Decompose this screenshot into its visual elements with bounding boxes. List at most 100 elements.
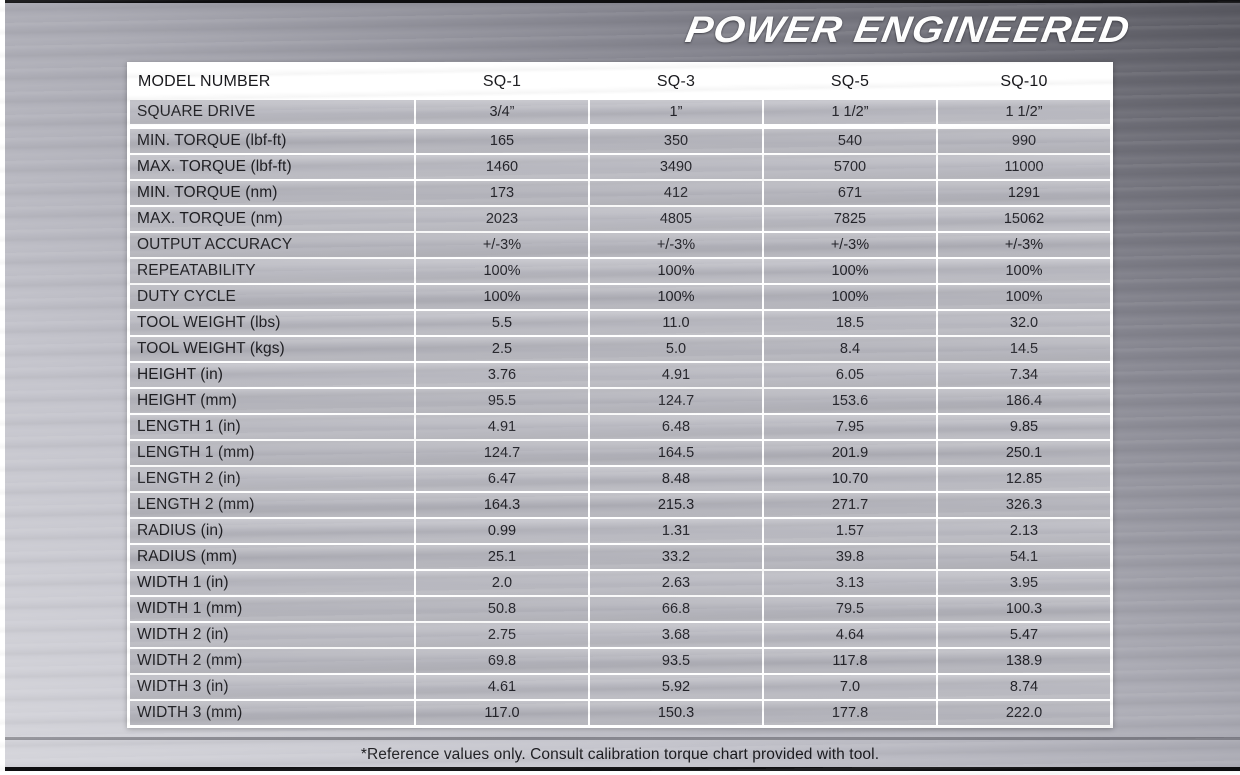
spec-row-label: HEIGHT (in) — [130, 363, 414, 387]
spec-value-cell: 2.0 — [416, 571, 588, 595]
spec-value-cell: 100.3 — [938, 597, 1110, 621]
spec-value-cell: 177.8 — [764, 701, 936, 725]
spec-row-label: LENGTH 2 (in) — [130, 467, 414, 491]
spec-value-cell: 164.5 — [590, 441, 762, 465]
spec-row: MIN. TORQUE (lbf-ft) 165 350 540 990 — [130, 129, 1110, 153]
spec-value-cell: 100% — [590, 285, 762, 309]
table-body: SQUARE DRIVE 3/4” 1” 1 1/2” 1 1/2” MIN. TORQU… — [130, 100, 1110, 725]
spec-value-cell: 7.34 — [938, 363, 1110, 387]
spec-row: TOOL WEIGHT (lbs) 5.5 11.0 18.5 32.0 — [130, 311, 1110, 335]
spec-value-cell: 15062 — [938, 207, 1110, 231]
spec-row: LENGTH 2 (in) 6.47 8.48 10.70 12.85 — [130, 467, 1110, 491]
spec-value-cell: 3.68 — [590, 623, 762, 647]
spec-row-label: SQUARE DRIVE — [130, 100, 414, 124]
spec-value-cell: 5.92 — [590, 675, 762, 699]
spec-value-cell: 1” — [590, 100, 762, 124]
spec-value-cell: 4.91 — [590, 363, 762, 387]
spec-value-cell: +/-3% — [590, 233, 762, 257]
spec-value-cell: 32.0 — [938, 311, 1110, 335]
spec-row: TOOL WEIGHT (kgs) 2.5 5.0 8.4 14.5 — [130, 337, 1110, 361]
spec-value-cell: 100% — [764, 285, 936, 309]
spec-value-cell: 100% — [764, 259, 936, 283]
spec-value-cell: 250.1 — [938, 441, 1110, 465]
spec-row-label: MAX. TORQUE (nm) — [130, 207, 414, 231]
spec-value-cell: 4.64 — [764, 623, 936, 647]
spec-value-cell: 100% — [416, 285, 588, 309]
spec-row-label: WIDTH 2 (in) — [130, 623, 414, 647]
spec-value-cell: 671 — [764, 181, 936, 205]
spec-value-cell: 124.7 — [590, 389, 762, 413]
spec-value-cell: 1.31 — [590, 519, 762, 543]
spec-value-cell: 1291 — [938, 181, 1110, 205]
spec-row-label: REPEATABILITY — [130, 259, 414, 283]
spec-value-cell: 5.47 — [938, 623, 1110, 647]
spec-row: WIDTH 3 (mm) 117.0 150.3 177.8 222.0 — [130, 701, 1110, 725]
header-sq-3: SQ-3 — [656, 72, 696, 90]
spec-value-cell: 3.13 — [764, 571, 936, 595]
spec-value-cell: 14.5 — [938, 337, 1110, 361]
spec-row-label: WIDTH 3 (mm) — [130, 701, 414, 725]
spec-value-cell: 100% — [590, 259, 762, 283]
spec-row: SQUARE DRIVE 3/4” 1” 1 1/2” 1 1/2” — [130, 100, 1110, 124]
spec-value-cell: 2.75 — [416, 623, 588, 647]
reference-note: *Reference values only. Consult calibrat… — [360, 746, 880, 763]
spec-value-cell: 5700 — [764, 155, 936, 179]
spec-row-label: WIDTH 3 (in) — [130, 675, 414, 699]
spec-value-cell: 6.05 — [764, 363, 936, 387]
spec-row: MAX. TORQUE (lbf-ft) 1460 3490 5700 11000 — [130, 155, 1110, 179]
spec-value-cell: 153.6 — [764, 389, 936, 413]
spec-value-cell: 2.63 — [590, 571, 762, 595]
spec-value-cell: 50.8 — [416, 597, 588, 621]
spec-value-cell: 69.8 — [416, 649, 588, 673]
spec-row-label: HEIGHT (mm) — [130, 389, 414, 413]
spec-value-cell: 117.8 — [764, 649, 936, 673]
spec-value-cell: 326.3 — [938, 493, 1110, 517]
spec-row: REPEATABILITY 100% 100% 100% 100% — [130, 259, 1110, 283]
spec-value-cell: 1 1/2” — [764, 100, 936, 124]
spec-table: MODEL NUMBER SQ-1 SQ-3 SQ-5 SQ-10 SQUARE… — [127, 62, 1113, 728]
spec-value-cell: +/-3% — [764, 233, 936, 257]
spec-row: DUTY CYCLE 100% 100% 100% 100% — [130, 285, 1110, 309]
spec-value-cell: 95.5 — [416, 389, 588, 413]
spec-value-cell: 39.8 — [764, 545, 936, 569]
spec-row: LENGTH 1 (in) 4.91 6.48 7.95 9.85 — [130, 415, 1110, 439]
spec-value-cell: 0.99 — [416, 519, 588, 543]
spec-value-cell: 173 — [416, 181, 588, 205]
header-sq-1: SQ-1 — [482, 72, 522, 90]
spec-value-cell: 7.0 — [764, 675, 936, 699]
spec-value-cell: 8.4 — [764, 337, 936, 361]
spec-value-cell: 2.5 — [416, 337, 588, 361]
spec-value-cell: 164.3 — [416, 493, 588, 517]
spec-value-cell: 7825 — [764, 207, 936, 231]
spec-value-cell: 2.13 — [938, 519, 1110, 543]
spec-value-cell: 222.0 — [938, 701, 1110, 725]
spec-row-label: WIDTH 2 (mm) — [130, 649, 414, 673]
spec-row: WIDTH 1 (in) 2.0 2.63 3.13 3.95 — [130, 571, 1110, 595]
spec-value-cell: 100% — [416, 259, 588, 283]
spec-value-cell: 12.85 — [938, 467, 1110, 491]
spec-value-cell: 165 — [416, 129, 588, 153]
spec-value-cell: 2023 — [416, 207, 588, 231]
spec-value-cell: 540 — [764, 129, 936, 153]
spec-row: RADIUS (in) 0.99 1.31 1.57 2.13 — [130, 519, 1110, 543]
power-engineered-logo: POWER ENGINEERED — [682, 9, 1134, 50]
spec-value-cell: 8.74 — [938, 675, 1110, 699]
spec-value-cell: 100% — [938, 259, 1110, 283]
spec-value-cell: 18.5 — [764, 311, 936, 335]
spec-row-label: MIN. TORQUE (nm) — [130, 181, 414, 205]
spec-value-cell: +/-3% — [416, 233, 588, 257]
spec-row-label: OUTPUT ACCURACY — [130, 233, 414, 257]
header-sq-5: SQ-5 — [830, 72, 870, 90]
spec-row: MAX. TORQUE (nm) 2023 4805 7825 15062 — [130, 207, 1110, 231]
spec-value-cell: 350 — [590, 129, 762, 153]
spec-row-label: TOOL WEIGHT (lbs) — [130, 311, 414, 335]
spec-value-cell: 215.3 — [590, 493, 762, 517]
spec-value-cell: 201.9 — [764, 441, 936, 465]
spec-row-label: MAX. TORQUE (lbf-ft) — [130, 155, 414, 179]
spec-row-label: WIDTH 1 (mm) — [130, 597, 414, 621]
spec-value-cell: 93.5 — [590, 649, 762, 673]
spec-value-cell: 1.57 — [764, 519, 936, 543]
spec-row: HEIGHT (mm) 95.5 124.7 153.6 186.4 — [130, 389, 1110, 413]
spec-value-cell: 66.8 — [590, 597, 762, 621]
header-sq-10: SQ-10 — [1000, 72, 1048, 90]
